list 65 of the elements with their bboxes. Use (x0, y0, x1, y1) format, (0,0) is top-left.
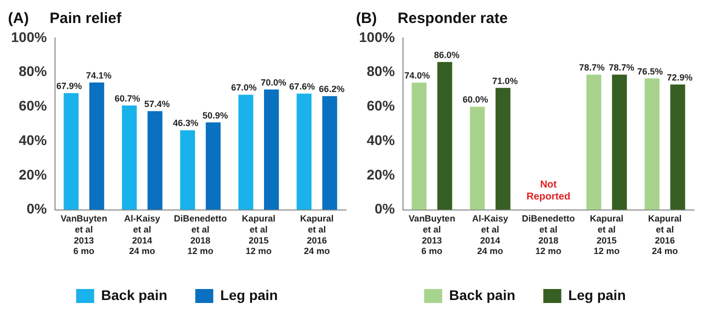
data-label: 74.1% (86, 70, 112, 80)
legend-label: Leg pain (220, 286, 278, 303)
bar (296, 94, 312, 210)
chart-title: (B) Responder rate (356, 10, 508, 28)
data-label: 78.7% (579, 62, 605, 73)
data-label: 46.3% (172, 118, 198, 128)
y-tick-label: 60% (366, 98, 396, 114)
data-label: 71.0% (492, 76, 518, 86)
data-label: 50.9% (202, 110, 228, 120)
data-label: 66.2% (318, 84, 344, 94)
x-tick-label: DiBenedetto et al 2018 12 mo (174, 214, 228, 256)
bar (238, 94, 254, 210)
y-tick-label: 0% (26, 200, 48, 217)
y-tick-label: 40% (366, 132, 396, 148)
bar (122, 106, 137, 210)
y-tick-label: 40% (18, 132, 48, 148)
y-tick-label: 20% (366, 166, 396, 182)
y-tick-label: 60% (18, 98, 48, 114)
legend-label: Back pain (101, 286, 168, 303)
y-tick-label: 80% (366, 63, 396, 80)
bar (180, 130, 196, 210)
bar (437, 62, 452, 210)
x-tick-label: Kapural et al 2015 12 mo (590, 214, 624, 256)
bar (148, 111, 162, 210)
x-tick-label: VanBuyten et al 2013 6 mo (408, 214, 456, 256)
data-label: 67.0% (231, 82, 257, 93)
y-tick-label: 100% (10, 28, 48, 45)
bar (89, 82, 104, 210)
x-tick-label: Kapural et al 2016 24 mo (300, 214, 334, 256)
y-tick-label: 80% (18, 63, 48, 80)
y-tick-label: 0% (374, 200, 396, 217)
y-tick-label: 20% (18, 166, 48, 182)
x-tick-label: VanBuyten et al 2013 6 mo (60, 214, 108, 256)
bar (496, 88, 510, 210)
data-label: 70.0% (260, 78, 286, 88)
legend-label: Back pain (449, 286, 516, 303)
bar (264, 90, 279, 210)
bar (644, 78, 660, 210)
bar (206, 122, 221, 210)
bar (412, 82, 427, 210)
data-label: 67.6% (289, 82, 315, 92)
x-tick-label: Al-Kaisy et al 2014 24 mo (472, 214, 508, 256)
legend-label: Leg pain (568, 286, 626, 303)
data-label: 74.0% (404, 70, 430, 81)
x-tick-label: DiBenedetto et al 2018 12 mo (522, 214, 576, 256)
y-tick-label: 100% (358, 28, 396, 45)
bar (470, 106, 485, 210)
data-label: 72.9% (666, 72, 692, 83)
data-label: 57.4% (144, 99, 170, 110)
data-label: 60.0% (462, 94, 488, 105)
bar (612, 74, 627, 210)
bar (64, 93, 79, 210)
x-tick-label: Kapural et al 2016 24 mo (648, 214, 682, 256)
data-label: 78.7% (608, 62, 634, 73)
data-label: 60.7% (114, 94, 140, 104)
bar (322, 96, 338, 210)
data-label: 86.0% (434, 50, 460, 60)
data-label: 67.9% (56, 81, 82, 92)
x-tick-label: Al-Kaisy et al 2014 24 mo (124, 214, 160, 256)
data-label: 76.5% (637, 66, 663, 76)
annotation: Not Reported (526, 180, 570, 203)
bar (586, 74, 602, 210)
bar (670, 84, 686, 210)
chart-title: (A) Pain relief (8, 10, 122, 28)
x-tick-label: Kapural et al 2015 12 mo (242, 214, 276, 256)
